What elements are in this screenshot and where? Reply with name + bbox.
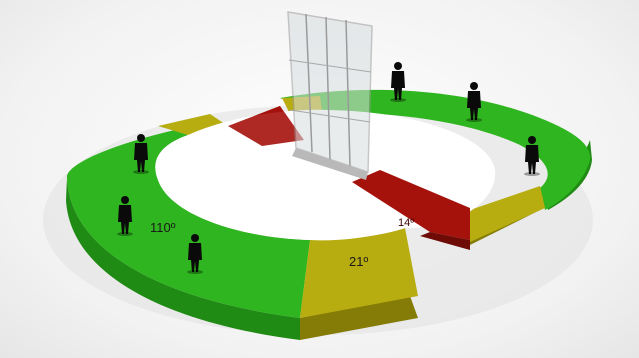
yellow-ring-side-bottom xyxy=(300,296,418,340)
red-floor-wedge-14 xyxy=(352,170,470,240)
green-ring-side-left xyxy=(66,178,300,340)
angle-label-yellow: 21º xyxy=(349,254,368,269)
red-floor-wedge-left-inner xyxy=(228,106,304,146)
green-ring-segment-110 xyxy=(66,130,310,318)
angle-label-green: 110º xyxy=(150,220,176,235)
green-ring-segment-back xyxy=(280,89,591,210)
yellow-ring-segment-right xyxy=(470,186,545,242)
red-floor-wedge-14-side xyxy=(420,232,470,250)
yellow-ring-segment-21 xyxy=(300,228,418,318)
glass-screen-icon xyxy=(287,11,373,180)
angle-label-red: 14º xyxy=(398,217,414,229)
